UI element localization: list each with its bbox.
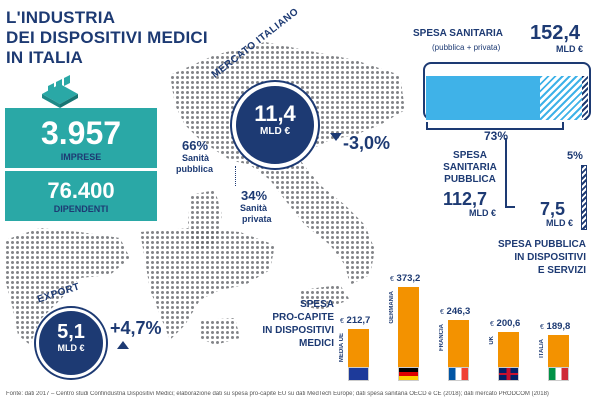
export-unit: MLD € <box>57 343 85 353</box>
devices-unit: MLD € <box>546 218 573 228</box>
market-change: -3,0% <box>330 133 390 154</box>
title-line-2: DEI DISPOSITIVI MEDICI <box>6 28 208 47</box>
public-title-1: SPESA <box>453 150 487 161</box>
public-share: 73% <box>484 129 509 143</box>
factory-icon <box>38 74 82 108</box>
per-capita-chart: € 212,7 MEDIA UE € 373,2 GERMANIA € 246,3 FRA… <box>339 262 596 385</box>
devices-title: SPESA PUBBLICA IN DISPOSITIVI E SERVIZI <box>482 238 586 277</box>
bar-value-it: € 189,8 <box>540 321 571 332</box>
health-spending-sub: (pubblica + privata) <box>432 43 501 52</box>
public-value: 112,7 <box>443 189 488 209</box>
public-title: SPESA SANITARIA PUBBLICA <box>440 150 500 186</box>
market-divider <box>235 166 237 186</box>
imprese-label: IMPRESE <box>60 152 102 162</box>
title-line-1: L'INDUSTRIA <box>6 8 116 27</box>
devices-share: 5% <box>567 150 583 162</box>
health-spending-bar <box>426 76 588 120</box>
public-label-2: pubblica <box>176 164 214 174</box>
flag-uk-icon <box>498 367 519 381</box>
private-portion <box>540 76 582 120</box>
bar-it <box>548 335 569 367</box>
page-title: L'INDUSTRIA DEI DISPOSITIVI MEDICI IN IT… <box>6 8 208 68</box>
country-label-fr: FRANCIA <box>439 324 445 351</box>
devices-title-3: E SERVIZI <box>537 265 586 276</box>
public-connector <box>505 138 515 208</box>
country-label-uk: UK <box>489 336 495 345</box>
bar-value-fr: € 246,3 <box>440 306 471 317</box>
per-capita-title-1: SPESA <box>300 299 334 310</box>
per-capita-title-4: MEDICI <box>299 338 334 349</box>
imprese-value: 3.957 <box>40 115 122 151</box>
public-title-3: PUBBLICA <box>444 174 496 185</box>
imprese-box: 3.957 IMPRESE <box>5 108 157 168</box>
devices-portion <box>582 76 588 120</box>
private-label-2: privata <box>242 214 272 224</box>
export-circle: 5,1 MLD € <box>36 308 106 378</box>
public-pct: 66% <box>182 138 209 153</box>
bar-value-uk: € 200,6 <box>490 318 521 329</box>
export-value: 5,1 <box>57 321 85 343</box>
bar-de <box>398 287 419 367</box>
health-spending-label: SPESA SANITARIA <box>413 28 504 39</box>
public-bracket <box>426 122 564 130</box>
export-change: +4,7% <box>110 318 162 338</box>
footer-source: Fonte: dati 2017 – Centro studi Confindu… <box>6 391 549 397</box>
public-label-1: Sanità <box>182 153 210 163</box>
devices-title-2: IN DISPOSITIVI <box>514 252 586 263</box>
health-spending-value: 152,4 <box>530 22 581 44</box>
bar-fr <box>448 320 469 367</box>
private-pct: 34% <box>241 188 268 203</box>
market-value: 11,4 <box>254 101 296 126</box>
private-label-1: Sanità <box>240 203 268 213</box>
title-line-3: IN ITALIA <box>6 48 84 67</box>
flag-it-icon <box>548 367 569 381</box>
public-unit: MLD € <box>469 208 496 218</box>
market-unit: MLD € <box>260 126 290 137</box>
flag-eu-icon <box>348 367 369 381</box>
country-label-de: GERMANIA <box>389 291 395 324</box>
devices-title-1: SPESA PUBBLICA <box>498 239 586 250</box>
bar-value-de: € 373,2 <box>390 273 421 284</box>
per-capita-title-3: IN DISPOSITIVI <box>262 325 334 336</box>
country-label-eu: MEDIA UE <box>339 333 345 363</box>
down-triangle-icon <box>330 133 342 141</box>
per-capita-title: SPESA PRO-CAPITE IN DISPOSITIVI MEDICI <box>248 298 334 350</box>
market-circle: 11,4 MLD € <box>232 82 318 168</box>
public-portion <box>426 76 540 120</box>
devices-stripe <box>581 165 587 230</box>
dipendenti-box: 76.400 DIPENDENTI <box>5 171 157 221</box>
dipendenti-value: 76.400 <box>47 178 115 203</box>
flag-de-icon <box>398 367 419 381</box>
health-spending-unit: MLD € <box>556 44 583 54</box>
up-triangle-icon <box>117 341 129 349</box>
bar-value-eu: € 212,7 <box>340 315 371 326</box>
public-title-2: SANITARIA <box>443 162 497 173</box>
bar-uk <box>498 332 519 367</box>
bar-eu <box>348 329 369 367</box>
flag-fr-icon <box>448 367 469 381</box>
market-change-value: -3,0% <box>343 133 391 153</box>
dipendenti-label: DIPENDENTI <box>53 204 109 214</box>
devices-value: 7,5 <box>540 199 566 219</box>
country-label-it: ITALIA <box>539 339 545 358</box>
per-capita-title-2: PRO-CAPITE <box>272 312 334 323</box>
